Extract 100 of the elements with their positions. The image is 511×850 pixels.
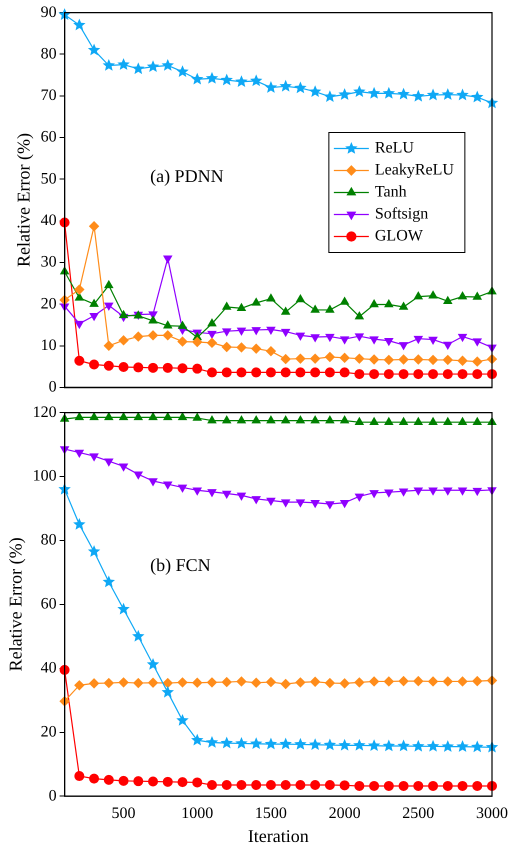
point [414,336,423,344]
point [104,412,114,420]
point [74,292,84,301]
legend-label: GLOW [374,228,424,245]
y-tick-label: 20 [40,723,57,740]
point [281,307,290,315]
y-tick-label: 60 [40,596,57,613]
point [280,354,291,364]
point [222,342,232,352]
point [222,416,232,424]
point [397,740,410,752]
point [178,363,188,374]
x-axis-title: Iteration [248,826,309,846]
point [384,780,394,791]
point [163,320,172,329]
point [443,296,452,304]
point [251,344,262,354]
point [428,336,438,345]
point [133,776,144,786]
legend-label: Tanh [374,184,407,201]
point [237,328,246,336]
point [90,412,98,420]
point [162,58,174,71]
point [399,417,408,425]
point [310,354,320,364]
point [369,676,380,686]
point [178,777,188,788]
point [163,256,172,264]
point [338,738,351,751]
point [133,332,144,342]
point [428,417,438,425]
point [325,334,334,342]
point [472,338,482,346]
point [220,74,233,86]
point [325,416,334,424]
point [74,356,84,366]
point [178,336,188,347]
point [354,369,364,380]
y-tick-label: 30 [40,254,57,271]
point [148,330,158,340]
point [266,416,276,424]
point [472,356,482,367]
y-tick-label: 70 [40,87,57,104]
y-axis-title: Relative Error (%) [6,537,26,672]
point [237,303,246,312]
point [369,369,380,380]
point [220,736,233,748]
point [148,678,158,688]
point [250,737,262,750]
point [222,328,232,336]
legend-label: ReLU [374,140,414,157]
point [73,518,86,530]
point [295,780,306,790]
point [458,334,467,342]
point [236,780,246,790]
point [206,677,217,688]
y-tick-label: 120 [32,404,57,421]
y-tick-label: 40 [40,212,57,230]
point [324,352,335,362]
point [295,367,306,378]
point [146,658,160,670]
x-tick-label: 2000 [328,805,361,822]
point [428,354,438,365]
point [458,780,468,791]
point [266,367,276,378]
point [442,676,453,686]
legend-label: LeakyReLU [374,162,454,179]
point [458,676,468,686]
annotation: (a) PDNN [150,166,224,186]
point [308,85,322,97]
point [280,780,291,790]
point [413,780,424,791]
point [74,284,84,295]
point [235,736,248,749]
point [369,354,380,364]
point [148,412,158,420]
point [414,292,423,300]
point [458,356,468,366]
y-tick-label: 10 [40,336,57,354]
point [148,362,158,373]
point [354,417,364,425]
point [338,88,351,100]
point [208,318,216,326]
point [119,412,128,420]
point [413,354,424,364]
point [281,328,290,337]
point [472,676,482,686]
point [162,686,174,698]
point [369,780,380,791]
point [281,416,290,424]
point [104,280,114,288]
point [397,88,410,100]
point [280,678,291,689]
point [236,367,246,378]
y-tick-label: 0 [48,787,57,804]
point [88,545,100,557]
point [414,417,423,425]
point [266,346,276,356]
point [192,413,202,421]
y-tick-label: 50 [40,170,57,188]
